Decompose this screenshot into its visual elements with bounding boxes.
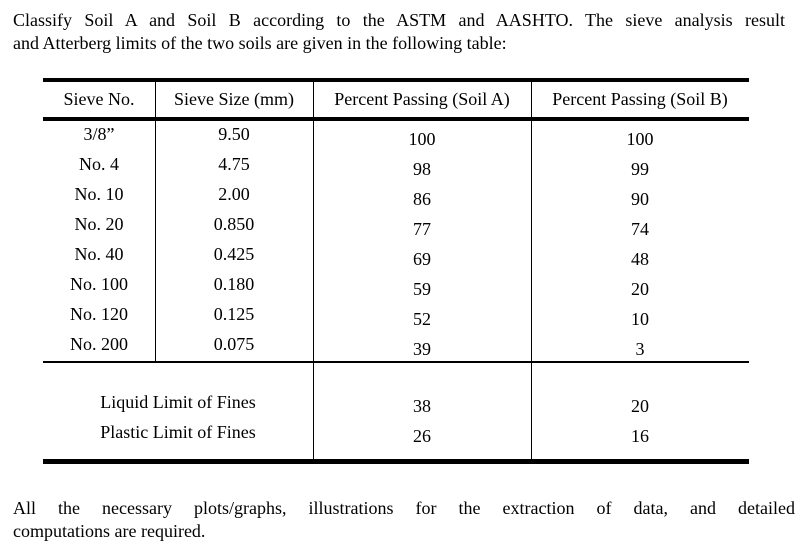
sieve-no-cell: No. 10: [74, 184, 124, 204]
passing-a-cell: 69: [413, 249, 431, 269]
sieve-no-cell: No. 200: [70, 334, 128, 354]
atterberg-label-cell: Liquid Limit of Fines: [100, 392, 256, 412]
passing-a-cell: 77: [413, 219, 431, 239]
requirements-note-line1: All the necessary plots/graphs, illustra…: [13, 498, 795, 518]
passing-a-cell: 52: [413, 309, 431, 329]
sieve-no-cell: No. 100: [70, 274, 128, 294]
passing-a-cell: 59: [413, 279, 431, 299]
column-divider-1: [155, 82, 156, 361]
table-row: No. 20 0.850 77 74: [43, 211, 749, 241]
table-body: 3/8” 9.50 100 100 No. 4 4.75 98 99 No. 1…: [43, 121, 749, 363]
atterberg-label-cell: Plastic Limit of Fines: [100, 422, 256, 442]
sieve-no-cell: No. 4: [79, 154, 119, 174]
sieve-no-cell: No. 20: [74, 214, 124, 234]
passing-b-cell: 20: [631, 279, 649, 299]
table-row: No. 100 0.180 59 20: [43, 271, 749, 301]
sieve-size-cell: 4.75: [218, 154, 250, 174]
sieve-size-cell: 0.850: [213, 214, 255, 234]
passing-b-cell: 3: [635, 339, 645, 359]
sieve-no-cell: 3/8”: [83, 124, 115, 144]
passing-b-cell: 10: [631, 309, 649, 329]
table-row: No. 200 0.075 39 3: [43, 331, 749, 361]
passing-a-cell: 98: [413, 159, 431, 179]
table-row: No. 120 0.125 52 10: [43, 301, 749, 331]
passing-b-cell: 99: [631, 159, 649, 179]
atterberg-limits-section: Liquid Limit of Fines 38 20 Plastic Limi…: [43, 363, 749, 459]
atterberg-b-cell: 20: [631, 396, 649, 416]
sieve-analysis-table: Sieve No. Sieve Size (mm) Percent Passin…: [43, 78, 749, 464]
table-header-row: Sieve No. Sieve Size (mm) Percent Passin…: [43, 82, 749, 121]
header-passing-soil-b: Percent Passing (Soil B): [552, 89, 728, 109]
sieve-size-cell: 0.125: [213, 304, 255, 324]
sieve-size-cell: 2.00: [218, 184, 250, 204]
sieve-no-cell: No. 120: [70, 304, 128, 324]
requirements-note-line2: computations are required.: [13, 521, 206, 541]
sieve-size-cell: 0.180: [213, 274, 255, 294]
atterberg-b-cell: 16: [631, 426, 649, 446]
passing-a-cell: 39: [413, 339, 431, 359]
atterberg-a-cell: 26: [413, 426, 431, 446]
table-row: No. 4 4.75 98 99: [43, 151, 749, 181]
atterberg-a-cell: 38: [413, 396, 431, 416]
sieve-size-cell: 0.075: [213, 334, 255, 354]
table-row: 3/8” 9.50 100 100: [43, 121, 749, 151]
header-sieve-size: Sieve Size (mm): [174, 89, 294, 109]
passing-b-cell: 100: [626, 129, 654, 149]
passing-a-cell: 100: [408, 129, 436, 149]
table-row: No. 40 0.425 69 48: [43, 241, 749, 271]
passing-b-cell: 74: [631, 219, 649, 239]
passing-b-cell: 90: [631, 189, 649, 209]
atterberg-row: Plastic Limit of Fines 26 16: [43, 421, 749, 451]
problem-statement-line2: and Atterberg limits of the two soils ar…: [13, 33, 507, 53]
sieve-no-cell: No. 40: [74, 244, 124, 264]
header-passing-soil-a: Percent Passing (Soil A): [334, 89, 510, 109]
passing-a-cell: 86: [413, 189, 431, 209]
column-divider-2: [313, 82, 314, 459]
requirements-note: All the necessary plots/graphs, illustra…: [13, 497, 795, 543]
header-sieve-no: Sieve No.: [63, 89, 135, 109]
problem-statement: Classify Soil A and Soil B according to …: [13, 9, 785, 55]
passing-b-cell: 48: [631, 249, 649, 269]
column-divider-3: [531, 82, 532, 459]
sieve-size-cell: 0.425: [213, 244, 255, 264]
problem-statement-line1: Classify Soil A and Soil B according to …: [13, 10, 785, 30]
table-row: No. 10 2.00 86 90: [43, 181, 749, 211]
sieve-size-cell: 9.50: [218, 124, 250, 144]
atterberg-row: Liquid Limit of Fines 38 20: [43, 391, 749, 421]
